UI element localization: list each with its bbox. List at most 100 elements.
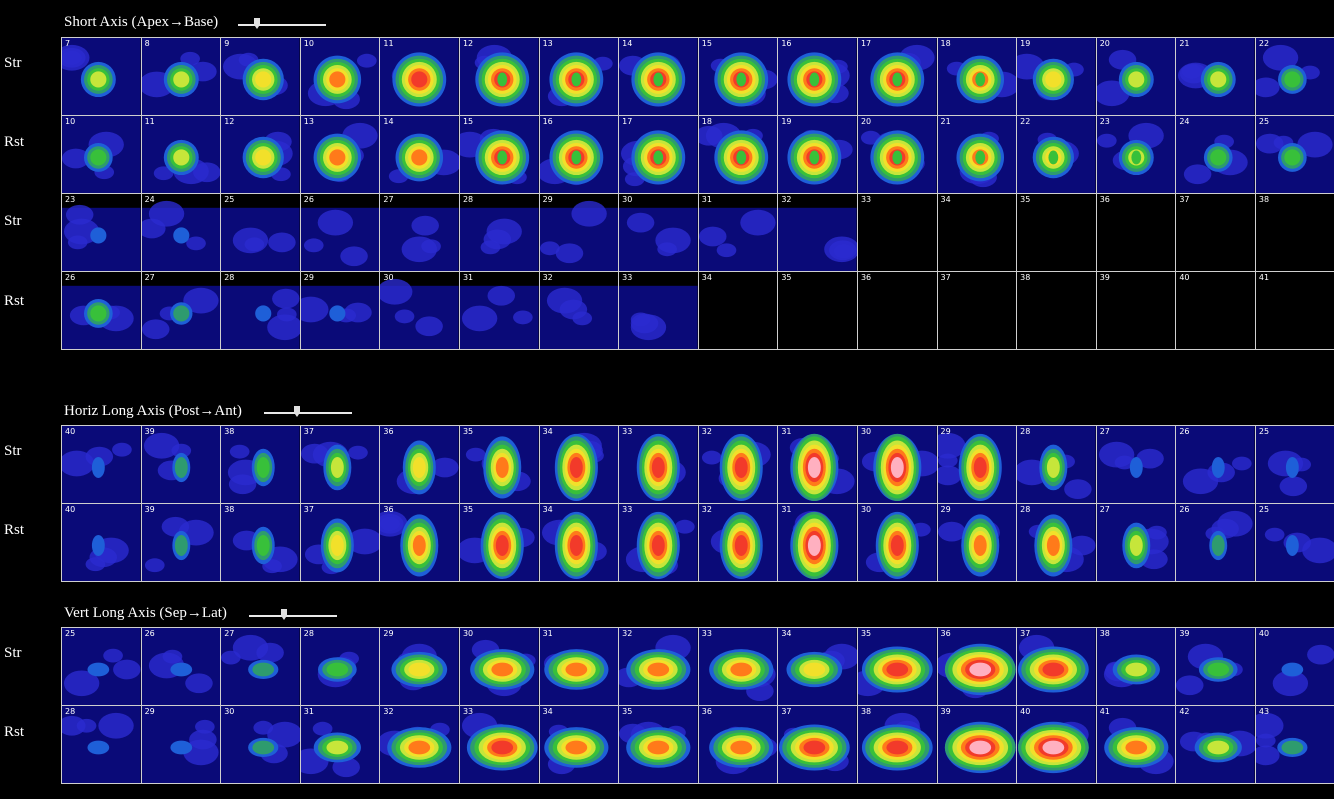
- slice-image-cell[interactable]: 8: [141, 38, 222, 116]
- slice-image-cell[interactable]: 39: [1096, 272, 1177, 350]
- slice-image-cell[interactable]: 25: [62, 628, 142, 706]
- slice-image-cell[interactable]: 31: [778, 504, 858, 582]
- slice-image-cell[interactable]: 30: [857, 504, 938, 582]
- slice-image-cell[interactable]: 28: [1017, 426, 1097, 504]
- slice-image-cell[interactable]: 19: [1017, 38, 1097, 116]
- slice-image-cell[interactable]: 32: [539, 272, 620, 350]
- slice-image-cell[interactable]: 7: [62, 38, 142, 116]
- slice-image-cell[interactable]: 36: [937, 628, 1018, 706]
- slice-image-cell[interactable]: 34: [539, 426, 620, 504]
- slider-thumb[interactable]: [294, 406, 300, 417]
- slice-image-cell[interactable]: 30: [380, 272, 460, 350]
- slice-image-cell[interactable]: 11: [141, 116, 222, 194]
- slice-image-cell[interactable]: 12: [221, 116, 301, 194]
- slice-image-cell[interactable]: 30: [459, 628, 540, 706]
- slice-image-cell[interactable]: 41: [1255, 272, 1334, 350]
- slice-image-cell[interactable]: 17: [619, 116, 699, 194]
- slice-image-cell[interactable]: 29: [380, 628, 460, 706]
- slider-thumb[interactable]: [254, 18, 260, 29]
- slice-image-cell[interactable]: 32: [619, 628, 699, 706]
- slice-image-cell[interactable]: 30: [619, 194, 699, 272]
- slice-image-cell[interactable]: 15: [459, 116, 540, 194]
- slice-image-cell[interactable]: 38: [221, 426, 301, 504]
- slice-image-cell[interactable]: 17: [857, 38, 938, 116]
- slice-image-cell[interactable]: 27: [1096, 504, 1177, 582]
- slice-image-cell[interactable]: 33: [459, 706, 540, 784]
- slice-image-cell[interactable]: 35: [459, 426, 540, 504]
- slice-image-cell[interactable]: 29: [937, 426, 1018, 504]
- slice-image-cell[interactable]: 27: [221, 628, 301, 706]
- slice-image-cell[interactable]: 28: [1017, 504, 1097, 582]
- slice-image-cell[interactable]: 40: [62, 504, 142, 582]
- slice-image-cell[interactable]: 33: [857, 194, 938, 272]
- slice-slider-vert-long-axis[interactable]: [249, 609, 337, 623]
- slice-image-cell[interactable]: 39: [141, 426, 222, 504]
- slice-image-cell[interactable]: 20: [1096, 38, 1177, 116]
- slice-image-cell[interactable]: 33: [619, 426, 699, 504]
- slice-slider-horiz-long-axis[interactable]: [264, 406, 352, 420]
- slice-image-cell[interactable]: 20: [857, 116, 938, 194]
- slice-image-cell[interactable]: 11: [380, 38, 460, 116]
- slice-image-cell[interactable]: 25: [1255, 426, 1334, 504]
- slice-image-cell[interactable]: 25: [1255, 116, 1334, 194]
- slice-image-cell[interactable]: 19: [778, 116, 858, 194]
- slice-image-cell[interactable]: 21: [1176, 38, 1256, 116]
- slice-image-cell[interactable]: 31: [778, 426, 858, 504]
- slice-image-cell[interactable]: 40: [62, 426, 142, 504]
- slice-image-cell[interactable]: 27: [141, 272, 222, 350]
- slice-image-cell[interactable]: 43: [1255, 706, 1334, 784]
- slice-image-cell[interactable]: 26: [1176, 426, 1256, 504]
- slice-image-cell[interactable]: 34: [778, 628, 858, 706]
- slice-image-cell[interactable]: 27: [1096, 426, 1177, 504]
- slice-image-cell[interactable]: 40: [1255, 628, 1334, 706]
- slice-image-cell[interactable]: 37: [937, 272, 1018, 350]
- slice-image-cell[interactable]: 18: [698, 116, 779, 194]
- slice-image-cell[interactable]: 36: [380, 426, 460, 504]
- slice-image-cell[interactable]: 38: [221, 504, 301, 582]
- slice-image-cell[interactable]: 10: [62, 116, 142, 194]
- slice-image-cell[interactable]: 22: [1017, 116, 1097, 194]
- slice-image-cell[interactable]: 30: [857, 426, 938, 504]
- slice-image-cell[interactable]: 16: [778, 38, 858, 116]
- slice-image-cell[interactable]: 34: [539, 504, 620, 582]
- slice-image-cell[interactable]: 33: [619, 504, 699, 582]
- slice-image-cell[interactable]: 32: [380, 706, 460, 784]
- slice-image-cell[interactable]: 32: [698, 426, 779, 504]
- slice-image-cell[interactable]: 41: [1096, 706, 1177, 784]
- slice-image-cell[interactable]: 24: [141, 194, 222, 272]
- slice-image-cell[interactable]: 29: [141, 706, 222, 784]
- slice-image-cell[interactable]: 14: [619, 38, 699, 116]
- slice-slider-short-axis[interactable]: [238, 18, 326, 32]
- slice-image-cell[interactable]: 26: [62, 272, 142, 350]
- slice-image-cell[interactable]: 38: [1017, 272, 1097, 350]
- slice-image-cell[interactable]: 29: [300, 272, 381, 350]
- slice-image-cell[interactable]: 31: [459, 272, 540, 350]
- slice-image-cell[interactable]: 15: [698, 38, 779, 116]
- slice-image-cell[interactable]: 25: [221, 194, 301, 272]
- slice-image-cell[interactable]: 24: [1176, 116, 1256, 194]
- slice-image-cell[interactable]: 37: [778, 706, 858, 784]
- slice-image-cell[interactable]: 40: [1017, 706, 1097, 784]
- slice-image-cell[interactable]: 37: [300, 426, 381, 504]
- slice-image-cell[interactable]: 14: [380, 116, 460, 194]
- slice-image-cell[interactable]: 36: [698, 706, 779, 784]
- slice-image-cell[interactable]: 31: [698, 194, 779, 272]
- slice-image-cell[interactable]: 38: [1255, 194, 1334, 272]
- slice-image-cell[interactable]: 37: [1176, 194, 1256, 272]
- slice-image-cell[interactable]: 13: [300, 116, 381, 194]
- slice-image-cell[interactable]: 18: [937, 38, 1018, 116]
- slice-image-cell[interactable]: 29: [539, 194, 620, 272]
- slice-image-cell[interactable]: 36: [857, 272, 938, 350]
- slice-image-cell[interactable]: 16: [539, 116, 620, 194]
- slice-image-cell[interactable]: 31: [539, 628, 620, 706]
- slice-image-cell[interactable]: 37: [1017, 628, 1097, 706]
- slice-image-cell[interactable]: 26: [141, 628, 222, 706]
- slice-image-cell[interactable]: 28: [62, 706, 142, 784]
- slice-image-cell[interactable]: 25: [1255, 504, 1334, 582]
- slice-image-cell[interactable]: 9: [221, 38, 301, 116]
- slice-image-cell[interactable]: 33: [698, 628, 779, 706]
- slice-image-cell[interactable]: 35: [778, 272, 858, 350]
- slice-image-cell[interactable]: 32: [698, 504, 779, 582]
- slice-image-cell[interactable]: 34: [539, 706, 620, 784]
- slice-image-cell[interactable]: 27: [380, 194, 460, 272]
